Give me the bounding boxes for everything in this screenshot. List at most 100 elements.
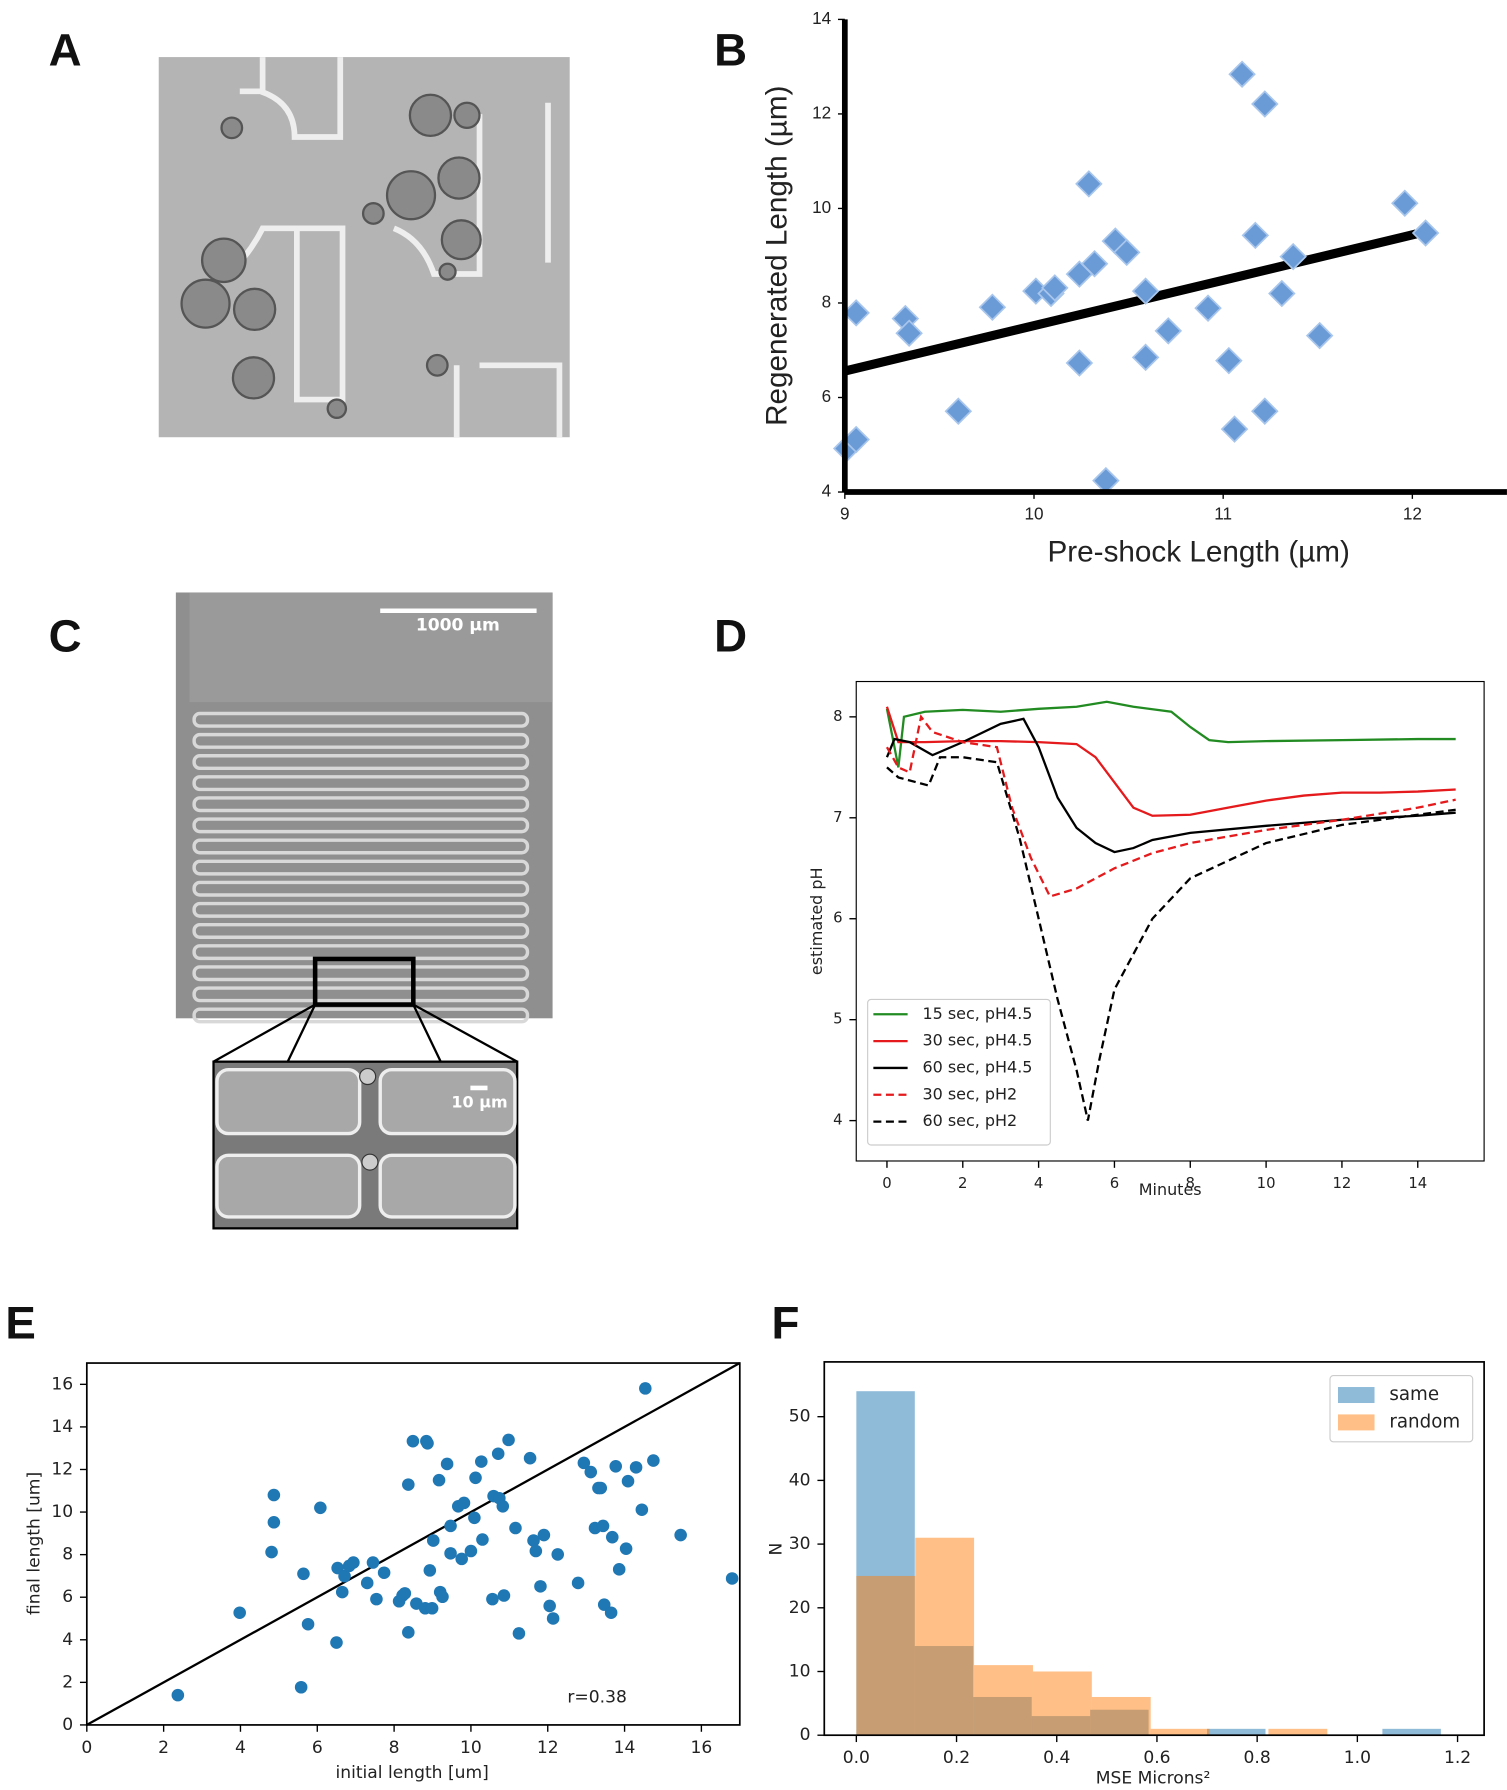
point bbox=[423, 1564, 437, 1577]
panel-letter: D bbox=[714, 610, 747, 661]
point bbox=[1075, 170, 1103, 198]
bar bbox=[974, 1665, 1033, 1736]
y-tick-label: 4 bbox=[822, 482, 832, 501]
y-tick-label: 10 bbox=[51, 1502, 73, 1522]
point bbox=[1391, 189, 1419, 218]
point bbox=[267, 1515, 281, 1529]
plot-frame bbox=[85, 1362, 741, 1726]
y-tick-label: 8 bbox=[62, 1545, 73, 1565]
point bbox=[1305, 321, 1334, 350]
point bbox=[534, 1580, 547, 1593]
point bbox=[455, 1552, 468, 1566]
point bbox=[398, 1587, 412, 1600]
y-axis-label: Regenerated Length (µm) bbox=[760, 86, 793, 426]
y-tick-label: 0 bbox=[62, 1715, 73, 1735]
x-axis-label: Minutes bbox=[1139, 1180, 1202, 1199]
y-tick-label: 6 bbox=[62, 1587, 73, 1607]
series-line bbox=[885, 700, 1456, 768]
point bbox=[294, 1680, 308, 1694]
x-tick-label: 1.2 bbox=[1444, 1748, 1471, 1768]
series-line bbox=[885, 717, 1456, 854]
point bbox=[171, 1688, 185, 1702]
panel-letter: F bbox=[772, 1298, 800, 1349]
point bbox=[1251, 397, 1279, 425]
legend-label: 15 sec, pH4.5 bbox=[922, 1004, 1032, 1023]
point bbox=[605, 1530, 619, 1544]
x-tick-label: 9 bbox=[840, 504, 850, 523]
legend-label: 60 sec, pH2 bbox=[922, 1111, 1017, 1130]
point bbox=[486, 1592, 499, 1606]
x-tick-label: 8 bbox=[1186, 1175, 1195, 1192]
point bbox=[537, 1528, 551, 1542]
point bbox=[265, 1545, 278, 1559]
point bbox=[297, 1567, 310, 1581]
point bbox=[377, 1566, 391, 1580]
point bbox=[639, 1382, 652, 1395]
point bbox=[1131, 277, 1160, 305]
x-tick-label: 0.4 bbox=[1043, 1748, 1070, 1768]
y-axis-label: final length [um] bbox=[24, 1472, 44, 1615]
panel-letter: B bbox=[714, 25, 747, 76]
legend-label: 60 sec, pH4.5 bbox=[922, 1057, 1032, 1076]
point bbox=[314, 1501, 327, 1515]
point bbox=[1112, 238, 1141, 267]
point bbox=[1268, 279, 1296, 308]
y-tick-label: 10 bbox=[789, 1662, 811, 1682]
y-tick-label: 2 bbox=[62, 1672, 73, 1692]
bar bbox=[1091, 1696, 1151, 1736]
y-tick-label: 4 bbox=[833, 1112, 842, 1129]
bar bbox=[915, 1537, 975, 1736]
point bbox=[491, 1447, 505, 1461]
chart: 9 10 11 12 4 6 8 10 12 14 Pre-shock Length (µm) Reg… bbox=[760, 9, 1507, 569]
x-tick-label: 0 bbox=[81, 1738, 92, 1758]
x-axis-label: initial length [um] bbox=[336, 1763, 489, 1783]
y-tick-label: 7 bbox=[833, 809, 842, 826]
point bbox=[1241, 221, 1270, 250]
point bbox=[512, 1627, 526, 1640]
point bbox=[1131, 343, 1160, 372]
point bbox=[1220, 415, 1249, 443]
point bbox=[543, 1599, 556, 1613]
point bbox=[546, 1612, 560, 1625]
y-tick-label: 50 bbox=[789, 1407, 811, 1427]
point bbox=[594, 1481, 608, 1495]
y-tick-label: 8 bbox=[833, 708, 842, 725]
point bbox=[1215, 346, 1243, 375]
point bbox=[551, 1548, 565, 1561]
legend-swatch bbox=[1337, 1414, 1375, 1431]
point bbox=[1228, 60, 1256, 88]
point bbox=[842, 425, 870, 454]
fit-line bbox=[843, 229, 1418, 376]
point bbox=[425, 1601, 439, 1615]
x-tick-label: 0.2 bbox=[943, 1748, 970, 1768]
x-tick-label: 0.6 bbox=[1143, 1748, 1170, 1768]
point bbox=[1065, 349, 1094, 377]
panel-letter: E bbox=[5, 1298, 35, 1349]
annotation: r=0.38 bbox=[567, 1688, 626, 1708]
point bbox=[944, 397, 973, 425]
y-tick-label: 16 bbox=[51, 1374, 73, 1394]
plot-frame bbox=[823, 1361, 1485, 1737]
bar bbox=[1207, 1728, 1266, 1736]
y-axis-label: estimated pH bbox=[807, 867, 826, 975]
bar bbox=[1150, 1728, 1210, 1736]
point bbox=[1154, 317, 1183, 345]
x-tick-label: 14 bbox=[1408, 1175, 1427, 1192]
point bbox=[609, 1460, 623, 1473]
y-tick-label: 8 bbox=[822, 292, 832, 311]
point bbox=[421, 1437, 434, 1450]
y-tick-label: 10 bbox=[812, 198, 831, 217]
point bbox=[619, 1542, 633, 1555]
x-axis-label: MSE Microns² bbox=[1096, 1769, 1211, 1789]
point bbox=[475, 1455, 488, 1468]
point bbox=[444, 1547, 457, 1560]
point bbox=[635, 1503, 649, 1516]
legend-swatch bbox=[1337, 1387, 1375, 1404]
point bbox=[338, 1569, 351, 1583]
point bbox=[440, 1457, 454, 1471]
x-tick-label: 12 bbox=[1332, 1175, 1351, 1192]
x-tick-label: 2 bbox=[158, 1738, 169, 1758]
bar bbox=[856, 1575, 916, 1736]
